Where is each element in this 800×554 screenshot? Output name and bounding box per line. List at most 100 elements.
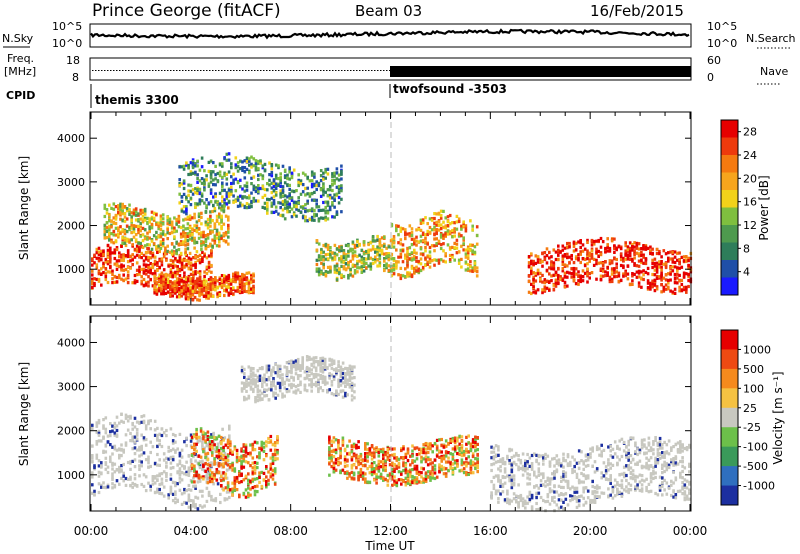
data-cell (118, 465, 121, 469)
data-cell (105, 229, 109, 234)
data-cell (343, 458, 347, 462)
data-cell (182, 240, 185, 244)
data-cell (165, 478, 168, 482)
data-cell (385, 264, 388, 268)
data-cell (160, 492, 164, 496)
data-cell (601, 274, 605, 278)
data-cell (165, 456, 168, 460)
data-cell (541, 259, 544, 264)
data-cell (150, 217, 154, 221)
data-cell (223, 274, 226, 278)
data-cell (124, 433, 128, 437)
data-cell (475, 225, 479, 229)
data-cell (134, 224, 138, 228)
data-cell (234, 289, 237, 293)
data-cell (662, 249, 666, 253)
data-cell (406, 265, 409, 269)
data-cell (187, 279, 190, 283)
data-cell (563, 285, 567, 289)
data-cell (457, 232, 461, 236)
data-cell (200, 199, 204, 203)
data-cell (91, 483, 94, 487)
data-cell (274, 176, 278, 180)
data-cell (130, 215, 133, 219)
data-cell (653, 279, 657, 283)
data-cell (229, 451, 232, 455)
data-cell (113, 248, 117, 252)
data-cell (232, 292, 235, 296)
data-cell (175, 222, 178, 226)
data-cell (124, 268, 128, 272)
data-cell (341, 468, 345, 472)
data-cell (182, 280, 186, 284)
data-cell (120, 244, 123, 248)
data-cell (171, 287, 174, 291)
data-cell (178, 451, 182, 455)
data-cell (671, 265, 675, 269)
data-cell (337, 178, 341, 182)
data-cell (202, 475, 205, 479)
data-cell (209, 294, 213, 298)
data-cell (208, 445, 212, 449)
data-cell (337, 173, 341, 177)
data-cell (211, 477, 214, 482)
data-cell (550, 260, 553, 264)
data-cell (120, 443, 123, 447)
data-cell (102, 424, 105, 428)
data-cell (187, 469, 191, 473)
data-cell (150, 239, 154, 243)
data-cell (347, 244, 350, 248)
data-cell (337, 439, 340, 443)
data-cell (687, 278, 690, 283)
data-cell (217, 455, 221, 459)
data-cell (370, 464, 374, 468)
data-cell (139, 241, 142, 245)
data-cell (335, 192, 339, 196)
data-cell (261, 195, 265, 199)
data-cell (357, 478, 360, 482)
data-cell (655, 267, 659, 272)
data-cell (184, 227, 187, 231)
data-cell (388, 472, 392, 476)
data-cell (395, 484, 399, 488)
data-cell (118, 259, 121, 263)
data-cell (384, 464, 387, 468)
data-cell (213, 225, 217, 229)
data-cell (174, 481, 177, 485)
data-cell (241, 168, 244, 172)
data-cell (202, 234, 205, 238)
data-cell (669, 270, 672, 274)
data-cell (254, 162, 258, 166)
data-cell (269, 440, 273, 444)
data-cell (315, 267, 319, 271)
data-cell (227, 226, 230, 230)
data-cell (433, 237, 436, 241)
data-cell (673, 265, 677, 269)
data-cell (283, 217, 287, 221)
data-cell (329, 252, 332, 257)
data-cell (288, 177, 291, 181)
data-cell (133, 465, 137, 469)
data-cell (232, 200, 235, 204)
data-cell (453, 234, 456, 238)
data-cell (141, 226, 145, 230)
data-cell (156, 436, 159, 440)
data-cell (103, 236, 107, 240)
data-cell (391, 475, 394, 479)
data-cell (221, 195, 224, 199)
data-cell (371, 239, 375, 243)
data-cell (159, 240, 163, 244)
data-cell (530, 259, 533, 263)
data-cell (227, 200, 231, 204)
data-cell (268, 161, 271, 165)
data-cell (324, 205, 327, 210)
data-cell (402, 457, 405, 461)
data-cell (173, 235, 176, 239)
data-cell (548, 256, 551, 260)
data-cell (388, 447, 392, 451)
data-cell (304, 173, 307, 177)
data-cell (199, 429, 203, 433)
data-cell (297, 208, 300, 212)
data-cell (174, 484, 177, 488)
data-cell (202, 283, 206, 287)
